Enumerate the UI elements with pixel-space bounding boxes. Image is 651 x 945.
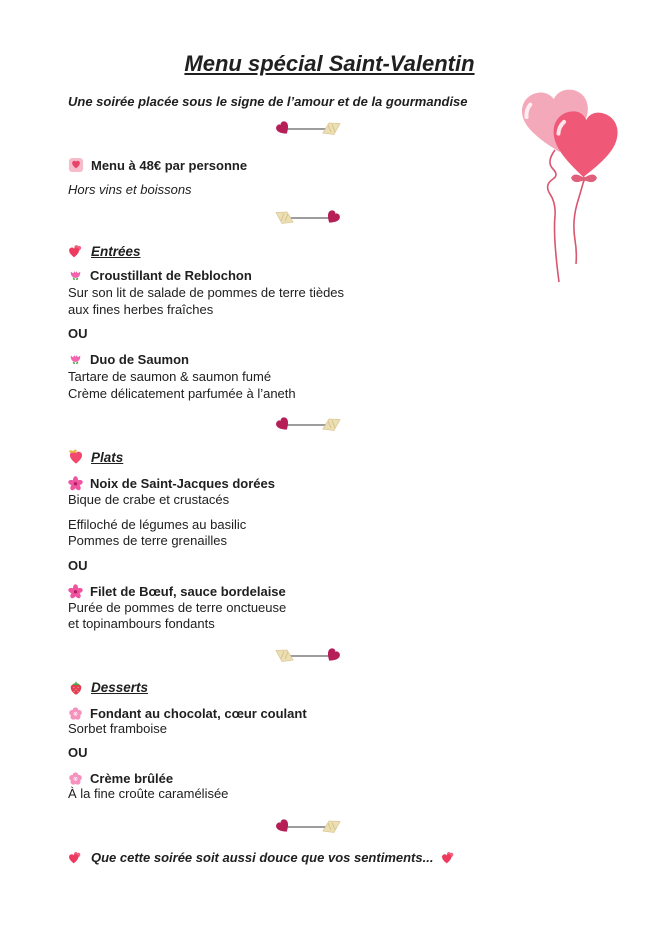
cupid-arrow-divider [68, 120, 591, 138]
price-note: Hors vins et boissons [68, 182, 192, 197]
desc-line: À la fine croûte caramélisée [68, 786, 229, 801]
menu-item-desc: Effiloché de légumes au basilic Pommes d… [68, 517, 591, 550]
section-heading-plats: Plats [68, 449, 591, 465]
menu-item-name: Duo de Saumon [68, 352, 591, 367]
menu-item-name: Fondant au chocolat, cœur coulant [68, 706, 591, 721]
menu-item-desc: Sur son lit de salade de pommes de terre… [68, 285, 591, 318]
section-heading-label: Desserts [91, 680, 149, 695]
desc-line: Sur son lit de salade de pommes de terre… [68, 285, 345, 300]
desc-line: Purée de pommes de terre onctueuse [68, 599, 287, 615]
footer-message: Que cette soirée soit aussi douce que vo… [68, 850, 591, 865]
heart-decoration-icon [68, 157, 84, 173]
menu-item-desc: Sorbet framboise [68, 721, 591, 738]
menu-item-desc: Bique de crabe et crustacés [68, 492, 591, 509]
hibiscus-icon [68, 476, 83, 491]
desc-line: Crème délicatement parfumée à l’aneth [68, 385, 296, 401]
cherry-blossom-icon [69, 772, 82, 785]
footer-text: Que cette soirée soit aussi douce que vo… [91, 849, 434, 865]
desc-line: et topinambours fondants [68, 616, 215, 631]
cupid-arrow-divider [68, 416, 591, 434]
cupid-arrow-divider [68, 209, 591, 227]
section-heading-desserts: Desserts [68, 680, 591, 696]
cupid-arrow-icon [275, 209, 341, 227]
cherry-blossom-icon [69, 706, 82, 720]
tulip-icon [70, 271, 81, 281]
menu-page: Menu spécial Saint-Valentin Une soirée p… [68, 51, 591, 865]
desc-line: Pommes de terre grenailles [68, 533, 227, 548]
menu-item-name: Filet de Bœuf, sauce bordelaise [68, 584, 591, 599]
price-line: Menu à 48€ par personne [68, 157, 591, 173]
subtitle: Une soirée placée sous le signe de l’amo… [68, 94, 468, 109]
menu-item-name: Noix de Saint-Jacques dorées [68, 476, 591, 491]
section-heading-label: Entrées [91, 243, 141, 259]
two-hearts-icon [441, 850, 456, 865]
desc-line: Bique de crabe et crustacés [68, 492, 230, 507]
or-label: OU [68, 745, 88, 760]
or-label: OU [68, 326, 88, 341]
two-hearts-icon [68, 850, 83, 865]
desc-line: aux fines herbes fraîches [68, 301, 214, 317]
cupid-arrow-icon [275, 120, 341, 138]
cupid-arrow-divider [68, 647, 591, 665]
tulip-icon [70, 355, 81, 365]
menu-item-desc: À la fine croûte caramélisée [68, 786, 591, 803]
price-text: Menu à 48€ par personne [91, 157, 248, 173]
section-heading-label: Plats [91, 449, 124, 465]
menu-item-desc: Tartare de saumon & saumon fumé Crème dé… [68, 369, 591, 402]
cupid-arrow-divider [68, 818, 591, 836]
heart-balloons-illustration [522, 89, 618, 283]
heart-with-ribbon-icon [68, 449, 84, 465]
desc-line: Sorbet framboise [68, 720, 167, 736]
cupid-arrow-icon [275, 416, 341, 434]
page-title: Menu spécial Saint-Valentin [184, 51, 475, 76]
or-label: OU [68, 557, 88, 573]
cupid-arrow-icon [275, 818, 341, 836]
menu-item-name: Croustillant de Reblochon [68, 268, 591, 283]
menu-item-desc: Purée de pommes de terre onctueuse et to… [68, 600, 591, 633]
two-hearts-icon [68, 243, 84, 259]
menu-item-name: Crème brûlée [68, 771, 591, 786]
section-heading-entrees: Entrées [68, 243, 591, 259]
cupid-arrow-icon [275, 647, 341, 665]
hibiscus-icon [68, 583, 83, 599]
desc-line: Effiloché de légumes au basilic [68, 516, 247, 532]
strawberry-icon [70, 681, 82, 695]
desc-line: Tartare de saumon & saumon fumé [68, 369, 272, 384]
